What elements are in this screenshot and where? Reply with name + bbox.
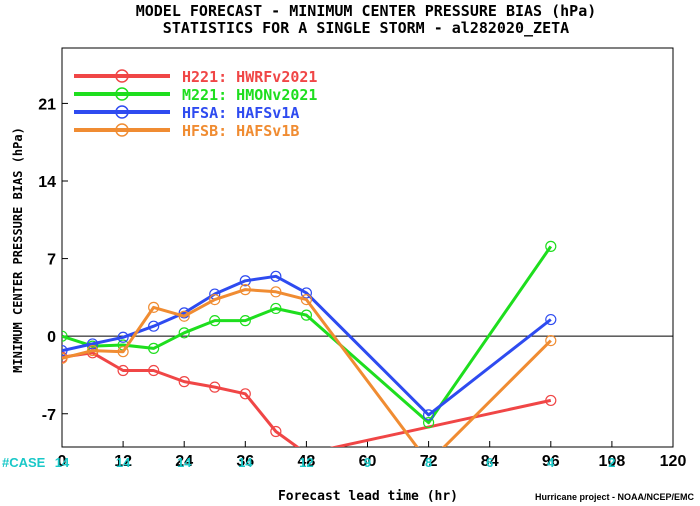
data-point-HFSA: [148, 320, 160, 332]
data-point-H221: [270, 425, 282, 438]
data-point-HFSA: [300, 287, 312, 299]
x-tick-label: 96: [542, 453, 560, 470]
data-point-M221: [178, 327, 190, 339]
data-point-HFSB: [148, 301, 160, 313]
x-tick-label: 36: [236, 453, 254, 470]
data-point-HFSA: [423, 409, 435, 421]
data-point-HFSA: [545, 313, 557, 326]
data-point-M221: [300, 309, 312, 321]
data-point-HFSB: [62, 352, 68, 364]
data-point-M221: [270, 302, 282, 315]
data-point-M221: [209, 315, 221, 327]
data-point-HFSA: [86, 338, 99, 350]
data-point-H221: [117, 364, 129, 377]
data-point-H221: [178, 376, 190, 388]
case-count: 6: [486, 455, 493, 470]
series-line-H221: [62, 351, 552, 447]
case-count: 4: [547, 455, 555, 470]
case-count: 8: [425, 455, 432, 470]
x-tick-label: 120: [660, 453, 687, 470]
case-count: 2: [608, 455, 615, 470]
y-tick-label: 14: [38, 174, 56, 191]
series-line-HFSB: [62, 288, 552, 447]
legend-label-HFSB: HFSB: HAFSv1B: [182, 122, 299, 140]
data-point-HFSB: [178, 310, 190, 322]
data-point-H221: [545, 394, 557, 407]
data-point-HFSA: [62, 344, 68, 357]
case-count: 14: [177, 455, 192, 470]
data-point-HFSB: [209, 293, 221, 306]
legend-marker-HFSB: [115, 123, 129, 137]
case-count: 14: [116, 455, 131, 470]
data-point-HFSA: [270, 270, 282, 282]
data-point-H221: [239, 388, 251, 400]
y-tick-label: 21: [38, 96, 56, 113]
case-count: 9: [364, 455, 371, 470]
x-tick-label: 108: [599, 453, 626, 470]
legend-label-M221: M221: HMONv2021: [182, 86, 317, 104]
x-tick-label: 12: [114, 453, 132, 470]
case-count: 14: [238, 455, 253, 470]
case-counts: #CASE 14 14 14 14 12 9 8 6 4 2: [2, 455, 616, 470]
legend-marker-HFSA: [115, 105, 129, 119]
y-tick-label: 0: [47, 329, 56, 346]
y-tick-label: -7: [42, 407, 56, 424]
data-point-H221: [148, 364, 160, 377]
legend-marker-M221: [115, 87, 129, 101]
data-point-HFSB: [545, 335, 557, 347]
case-count: 14: [55, 455, 70, 470]
data-point-HFSA: [239, 275, 251, 287]
plot-frame: [61, 47, 674, 448]
data-point-HFSB: [117, 346, 129, 358]
data-point-H221: [209, 381, 221, 393]
chart-title-line2: STATISTICS FOR A SINGLE STORM - al282020…: [163, 19, 569, 37]
x-tick-label: 72: [420, 453, 438, 470]
data-point-M221: [545, 240, 557, 252]
data-point-M221: [239, 315, 251, 327]
series-layer: [62, 240, 557, 447]
series-line-M221: [62, 245, 553, 425]
legend-label-H221: H221: HWRFv2021: [182, 68, 317, 86]
data-point-M221: [423, 417, 435, 429]
case-label: #CASE: [2, 455, 46, 470]
x-axis-label: Forecast lead time (hr): [278, 489, 458, 504]
data-point-HFSB: [270, 286, 282, 298]
data-point-HFSA: [117, 331, 129, 343]
data-point-M221: [62, 330, 68, 342]
x-tick-label: 24: [175, 453, 193, 470]
credit-text: Hurricane project - NOAA/NCEP/EMC: [535, 492, 695, 502]
x-tick-label: 48: [298, 453, 316, 470]
data-point-HFSB: [86, 344, 99, 357]
x-tick-label: 84: [481, 453, 499, 470]
data-point-M221: [148, 342, 160, 354]
x-tick-label: 60: [359, 453, 377, 470]
legend-marker-H221: [115, 69, 129, 83]
data-point-HFSB: [239, 284, 251, 296]
legend-label-HFSA: HFSA: HAFSv1A: [182, 104, 299, 122]
data-point-HFSB: [300, 293, 312, 306]
case-count: 12: [299, 455, 313, 470]
x-tick-label: 0: [58, 453, 67, 470]
y-tick-label: 7: [47, 252, 56, 269]
y-axis-label: MINIMUM CENTER PRESSURE BIAS (hPa): [11, 127, 25, 373]
chart-title-line1: MODEL FORECAST - MINIMUM CENTER PRESSURE…: [136, 2, 597, 20]
